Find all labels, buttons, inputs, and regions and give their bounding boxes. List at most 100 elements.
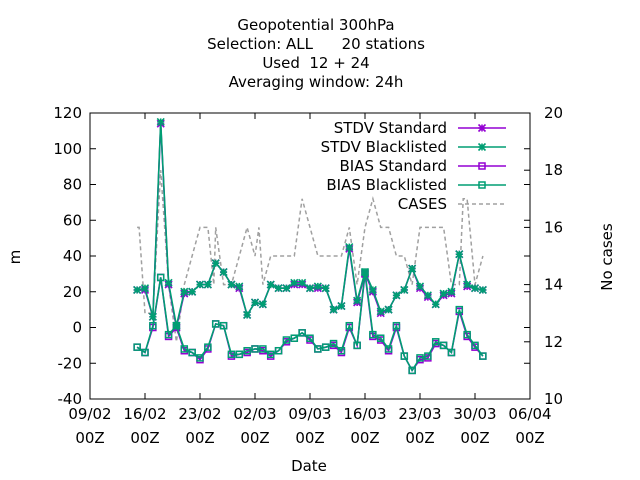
data-point bbox=[314, 345, 322, 353]
data-point bbox=[369, 330, 377, 339]
marker-stroke bbox=[140, 284, 150, 293]
marker-stroke bbox=[376, 307, 385, 316]
data-point bbox=[172, 321, 181, 330]
data-point bbox=[329, 339, 338, 348]
marker-stroke bbox=[156, 117, 165, 127]
data-point bbox=[376, 334, 385, 342]
data-point bbox=[423, 291, 432, 300]
data-point bbox=[290, 278, 299, 287]
x-axis-label: Date bbox=[291, 457, 327, 475]
legend-label: CASES bbox=[398, 195, 447, 213]
legend-label: STDV Standard bbox=[334, 119, 447, 137]
title-line: Averaging window: 24h bbox=[229, 73, 404, 91]
marker-stroke bbox=[235, 282, 244, 291]
data-point bbox=[400, 285, 409, 295]
data-point bbox=[235, 282, 244, 291]
marker-stroke bbox=[188, 287, 197, 296]
data-point bbox=[203, 280, 212, 289]
x-tick-label-time: 00Z bbox=[460, 429, 489, 447]
data-point bbox=[392, 291, 401, 300]
y-tick-label: 60 bbox=[63, 211, 82, 229]
data-point bbox=[164, 278, 173, 287]
data-point bbox=[431, 300, 440, 309]
y-tick-label: -20 bbox=[58, 354, 83, 372]
y-tick-label: 20 bbox=[63, 283, 82, 301]
data-point bbox=[321, 284, 330, 293]
marker-stroke bbox=[477, 123, 487, 133]
data-point bbox=[439, 289, 448, 298]
series-line bbox=[137, 170, 484, 342]
marker-stroke bbox=[353, 296, 362, 305]
marker-stroke bbox=[415, 282, 425, 291]
y-tick-label: 0 bbox=[72, 319, 82, 337]
marker-stroke bbox=[195, 280, 205, 289]
data-point bbox=[227, 350, 236, 359]
data-point bbox=[140, 284, 150, 293]
data-point bbox=[219, 321, 228, 330]
data-point bbox=[345, 242, 354, 252]
data-point bbox=[400, 352, 409, 360]
x-tick-label-time: 00Z bbox=[350, 429, 379, 447]
marker-stroke bbox=[408, 264, 417, 273]
data-point bbox=[133, 343, 141, 351]
marker-stroke bbox=[337, 301, 346, 311]
title-line: Geopotential 300hPa bbox=[237, 16, 394, 34]
data-point bbox=[305, 284, 315, 293]
x-tick-label-date: 16/03 bbox=[343, 405, 386, 423]
data-point bbox=[227, 280, 236, 289]
marker-stroke bbox=[423, 291, 432, 300]
series-layer bbox=[133, 117, 487, 375]
data-point bbox=[298, 329, 306, 337]
marker-stroke bbox=[478, 285, 487, 295]
marker-stroke bbox=[384, 305, 393, 314]
data-point bbox=[274, 284, 283, 293]
x-tick-label-time: 00Z bbox=[130, 429, 159, 447]
data-point bbox=[392, 321, 401, 330]
data-point bbox=[141, 348, 149, 357]
data-point bbox=[149, 321, 157, 330]
data-point bbox=[156, 273, 165, 282]
y2-tick-label: 18 bbox=[544, 161, 563, 179]
marker-stroke bbox=[455, 250, 464, 259]
series-cases bbox=[137, 170, 484, 342]
data-point bbox=[259, 345, 267, 353]
marker-stroke bbox=[227, 280, 236, 289]
marker-stroke bbox=[290, 278, 299, 287]
data-point bbox=[290, 334, 299, 342]
marker-stroke bbox=[243, 310, 252, 320]
marker-stroke bbox=[400, 285, 409, 295]
data-point bbox=[463, 330, 471, 339]
data-point bbox=[408, 366, 416, 375]
x-tick-label-date: 30/03 bbox=[453, 405, 496, 423]
y-tick-label: 120 bbox=[53, 104, 82, 122]
data-point bbox=[313, 282, 322, 291]
data-point bbox=[337, 301, 346, 311]
data-point bbox=[298, 278, 307, 287]
data-point bbox=[384, 305, 393, 314]
marker-stroke bbox=[305, 284, 315, 293]
y2-tick-label: 10 bbox=[544, 390, 563, 408]
data-point bbox=[188, 287, 197, 296]
y2-tick-label: 12 bbox=[544, 333, 563, 351]
x-tick-label-date: 23/03 bbox=[398, 405, 441, 423]
data-point bbox=[258, 300, 267, 309]
legend-label: BIAS Blacklisted bbox=[326, 176, 447, 194]
x-axis-ticks: 09/02 00Z 16/02 00Z 23/02 00Z 02/03 00Z 09/03 00Z… bbox=[68, 113, 552, 447]
data-point bbox=[353, 341, 361, 350]
y-axis-label: m bbox=[6, 250, 24, 265]
data-point bbox=[188, 348, 196, 357]
data-point bbox=[211, 320, 220, 328]
legend-swatch-marker bbox=[477, 123, 487, 133]
data-point bbox=[306, 334, 314, 342]
data-point bbox=[133, 285, 142, 295]
legend-swatch-marker bbox=[477, 142, 487, 152]
x-tick-label-time: 00Z bbox=[515, 429, 544, 447]
x-tick-label-time: 00Z bbox=[240, 429, 269, 447]
data-point bbox=[345, 321, 354, 330]
x-tick-label-date: 09/03 bbox=[288, 405, 331, 423]
data-point bbox=[416, 354, 424, 362]
marker-stroke bbox=[477, 142, 487, 152]
data-point bbox=[204, 343, 212, 351]
data-point bbox=[195, 280, 205, 289]
marker-stroke bbox=[345, 242, 354, 252]
